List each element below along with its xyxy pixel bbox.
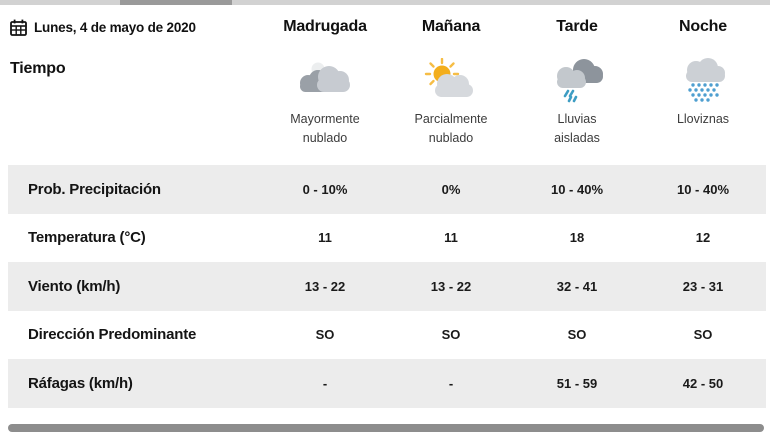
cell-value: 51 - 59	[556, 375, 598, 391]
weather-section-label: Tiempo	[10, 60, 66, 77]
row-label: Viento (km/h)	[28, 277, 121, 295]
mostly-cloudy-icon	[294, 56, 356, 104]
row-label: Dirección Predominante	[28, 326, 197, 344]
cell-value: SO	[315, 327, 335, 343]
cell-value: 42 - 50	[682, 375, 724, 391]
condition-caption: Lloviznas	[676, 112, 730, 126]
weather-cell-noche: Lloviznas	[640, 56, 766, 129]
cell-value: 0%	[441, 181, 461, 197]
cell-value: 13 - 22	[304, 278, 346, 294]
cell-value: 10 - 40%	[676, 181, 730, 197]
weather-conditions-row: Tiempo Mayormente nubla	[8, 56, 766, 148]
condition-caption: Lluvias aisladas	[554, 112, 600, 145]
table-row-wind: Viento (km/h) 13 - 22 13 - 22 32 - 41 23…	[8, 262, 766, 311]
row-label: Temperatura (°C)	[28, 229, 146, 247]
weather-cell-madrugada: Mayormente nublado	[262, 56, 388, 148]
date-cell: Lunes, 4 de mayo de 2020	[8, 19, 262, 36]
calendar-icon	[10, 19, 27, 36]
cell-value: 10 - 40%	[550, 181, 604, 197]
cell-value: 11	[318, 230, 332, 246]
row-label: Ráfagas (km/h)	[28, 374, 133, 392]
cell-value: SO	[441, 327, 461, 343]
horizontal-scrollbar-thumb[interactable]	[8, 424, 764, 432]
header-row: Lunes, 4 de mayo de 2020 Madrugada Mañan…	[8, 13, 766, 41]
cell-value: 23 - 31	[682, 278, 724, 294]
cell-value: SO	[693, 327, 713, 343]
condition-caption: Parcialmente nublado	[414, 112, 488, 145]
cell-value: SO	[567, 327, 587, 343]
weather-cell-tarde: Lluvias aisladas	[514, 56, 640, 148]
forecast-table: Prob. Precipitación 0 - 10% 0% 10 - 40% …	[8, 165, 766, 408]
column-header-madrugada: Madrugada	[283, 18, 367, 35]
date-label: Lunes, 4 de mayo de 2020	[34, 19, 196, 35]
column-header-tarde: Tarde	[556, 18, 598, 35]
cell-value: -	[322, 375, 328, 391]
column-header-manana: Mañana	[421, 18, 481, 35]
column-header-noche: Noche	[679, 18, 727, 35]
table-row-wind-direction: Dirección Predominante SO SO SO SO	[8, 311, 766, 360]
row-label: Prob. Precipitación	[28, 180, 161, 198]
top-tab-strip	[0, 0, 770, 5]
weather-cell-manana: Parcialmente nublado	[388, 56, 514, 148]
table-row-temperature: Temperatura (°C) 11 11 18 12	[8, 214, 766, 263]
condition-caption: Mayormente nublado	[290, 112, 360, 145]
cell-value: 32 - 41	[556, 278, 598, 294]
cell-value: -	[448, 375, 454, 391]
table-row-precipitation: Prob. Precipitación 0 - 10% 0% 10 - 40% …	[8, 165, 766, 214]
table-row-gusts: Ráfagas (km/h) - - 51 - 59 42 - 50	[8, 359, 766, 408]
cell-value: 13 - 22	[430, 278, 472, 294]
cell-value: 12	[695, 230, 711, 246]
isolated-rain-icon	[546, 56, 608, 104]
partly-cloudy-icon	[420, 56, 482, 104]
cell-value: 18	[569, 230, 585, 246]
drizzle-icon	[672, 56, 734, 104]
cell-value: 11	[444, 230, 458, 246]
top-strip-scroll-thumb[interactable]	[120, 0, 232, 5]
cell-value: 0 - 10%	[302, 181, 348, 197]
